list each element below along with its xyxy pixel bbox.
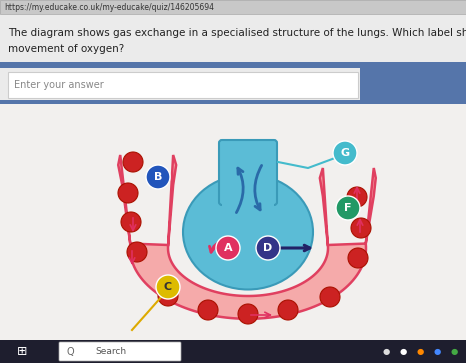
Circle shape xyxy=(348,248,368,268)
Text: C: C xyxy=(164,282,172,292)
Circle shape xyxy=(333,141,357,165)
Text: ●: ● xyxy=(433,347,441,356)
Text: ⊞: ⊞ xyxy=(17,345,27,358)
FancyBboxPatch shape xyxy=(0,0,466,14)
Text: ●: ● xyxy=(450,347,458,356)
Circle shape xyxy=(118,183,138,203)
Text: https://my.educake.co.uk/my-educake/quiz/146205694: https://my.educake.co.uk/my-educake/quiz… xyxy=(4,3,214,12)
Circle shape xyxy=(336,196,360,220)
Circle shape xyxy=(158,286,178,306)
FancyBboxPatch shape xyxy=(0,100,466,104)
Circle shape xyxy=(347,187,367,207)
FancyBboxPatch shape xyxy=(0,62,466,68)
FancyBboxPatch shape xyxy=(0,100,466,340)
Circle shape xyxy=(198,300,218,320)
Text: Q: Q xyxy=(66,347,74,356)
Text: A: A xyxy=(224,243,233,253)
FancyBboxPatch shape xyxy=(0,14,466,100)
Text: movement of oxygen?: movement of oxygen? xyxy=(8,44,124,54)
Text: ●: ● xyxy=(399,347,407,356)
Circle shape xyxy=(238,304,258,324)
FancyBboxPatch shape xyxy=(0,340,466,363)
Polygon shape xyxy=(118,155,376,319)
Circle shape xyxy=(256,236,280,260)
Circle shape xyxy=(123,152,143,172)
Circle shape xyxy=(121,212,141,232)
Ellipse shape xyxy=(183,175,313,290)
FancyBboxPatch shape xyxy=(219,140,277,205)
Circle shape xyxy=(146,165,170,189)
Circle shape xyxy=(127,242,147,262)
Text: Search: Search xyxy=(95,347,126,356)
Circle shape xyxy=(216,236,240,260)
Text: B: B xyxy=(154,172,162,182)
FancyBboxPatch shape xyxy=(222,197,274,209)
FancyBboxPatch shape xyxy=(360,62,466,100)
Text: ●: ● xyxy=(383,347,390,356)
Circle shape xyxy=(278,300,298,320)
Text: Enter your answer: Enter your answer xyxy=(14,80,104,90)
Circle shape xyxy=(156,275,180,299)
Circle shape xyxy=(320,287,340,307)
FancyBboxPatch shape xyxy=(59,342,181,361)
Text: G: G xyxy=(341,148,350,158)
Circle shape xyxy=(351,218,371,238)
Text: The diagram shows gas exchange in a specialised structure of the lungs. Which la: The diagram shows gas exchange in a spec… xyxy=(8,28,466,38)
FancyBboxPatch shape xyxy=(8,72,358,98)
Text: D: D xyxy=(263,243,273,253)
Text: F: F xyxy=(344,203,352,213)
Text: ●: ● xyxy=(417,347,424,356)
